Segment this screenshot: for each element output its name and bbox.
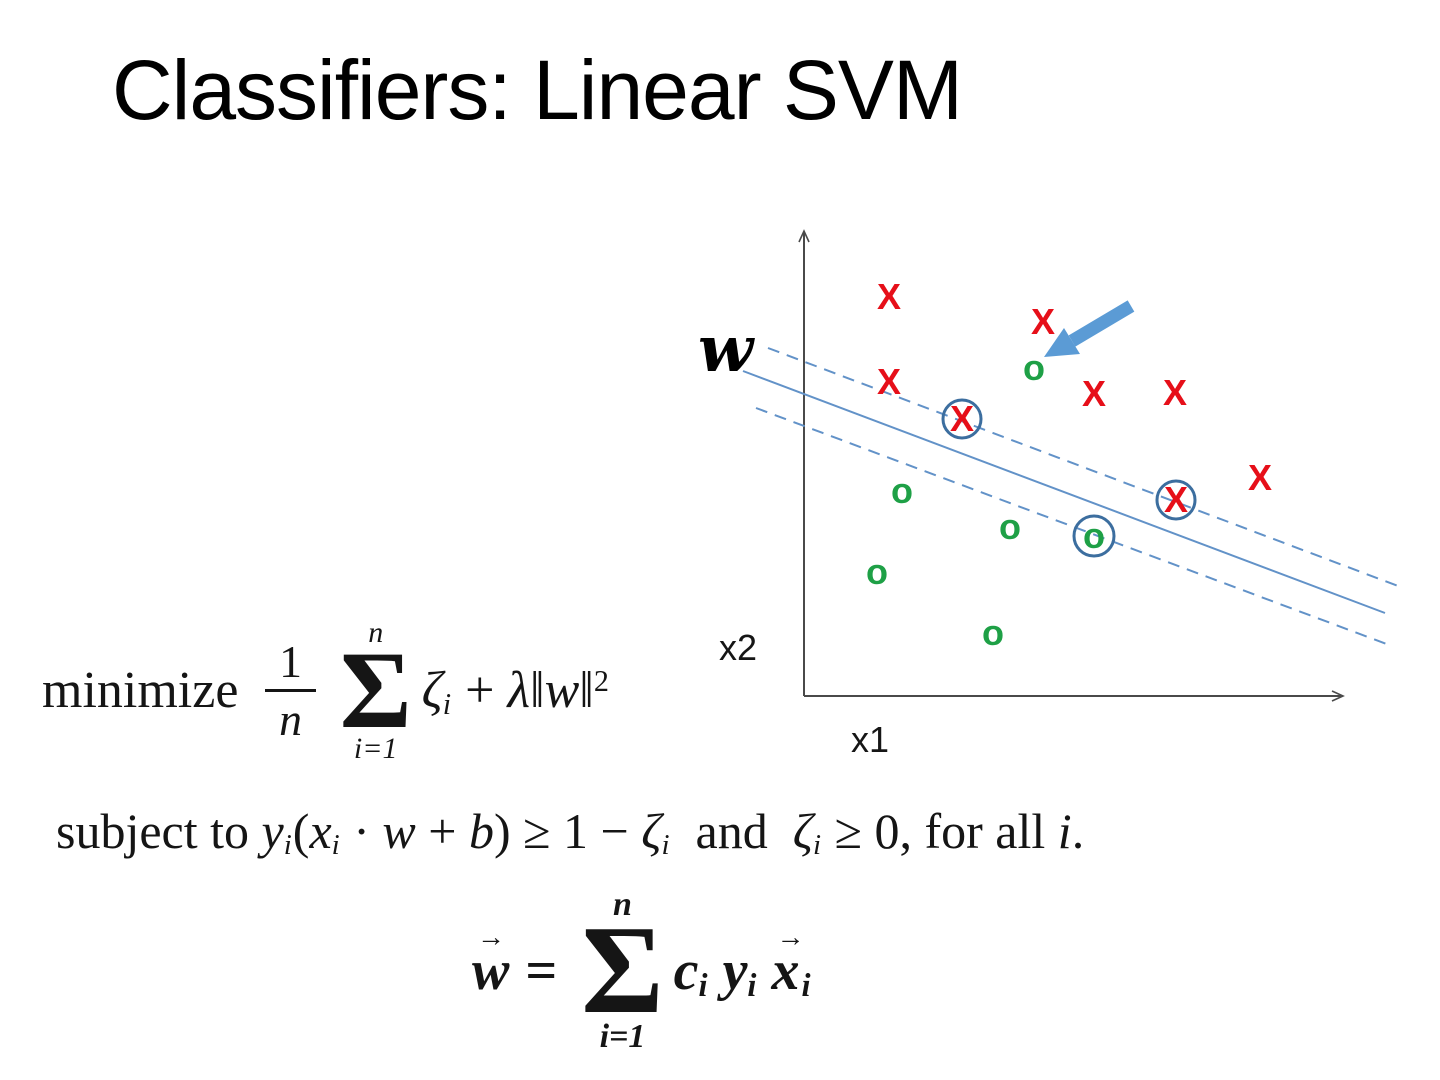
math-token: → x bbox=[771, 922, 805, 1003]
math-token: . bbox=[1071, 803, 1085, 859]
math-token: ≥ 0, for all bbox=[822, 803, 1058, 859]
weight-terms: ci yi → xi bbox=[673, 922, 812, 1005]
math-token: x bbox=[309, 803, 332, 859]
math-token: y bbox=[722, 940, 748, 1003]
math-token: = bbox=[511, 940, 572, 1003]
margin-lower bbox=[755, 407, 1393, 647]
slide-title: Classifiers: Linear SVM bbox=[112, 43, 963, 137]
data-point-positive: X bbox=[876, 276, 902, 317]
weight-vector-formula: → w = n Σ i=1 ci yi → xi bbox=[472, 888, 811, 1054]
math-token: ζ bbox=[792, 803, 813, 859]
support-vector-circle bbox=[1072, 514, 1116, 558]
math-token: subject to bbox=[56, 803, 262, 859]
math-token: and bbox=[670, 803, 793, 859]
math-token: i bbox=[331, 829, 340, 862]
constraint-formula: subject to yi(xi · w + b) ≥ 1 − ζi and ζ… bbox=[56, 802, 1085, 862]
data-point-positive: X bbox=[1081, 373, 1107, 414]
slack-arrow-head-icon bbox=[1044, 328, 1080, 357]
data-point-positive: X bbox=[949, 398, 975, 439]
data-point-negative: o bbox=[999, 506, 1021, 547]
sum-upper-limit: n bbox=[613, 886, 632, 923]
vector-arrow-icon: → bbox=[776, 922, 805, 954]
math-token: i bbox=[813, 829, 822, 862]
math-token: i bbox=[283, 829, 292, 862]
math-token bbox=[709, 940, 723, 1002]
objective-formula: minimize 1 n n Σ i=1 ζi + λ‖w‖2 bbox=[42, 618, 609, 764]
data-point-negative: o bbox=[1023, 347, 1045, 388]
x-axis-label: x1 bbox=[851, 719, 890, 760]
support-vector-circle bbox=[1155, 479, 1197, 521]
data-point-positive: X bbox=[1247, 457, 1273, 498]
summation-symbol: n Σ i=1 bbox=[581, 888, 663, 1054]
support-vector-circle bbox=[941, 398, 983, 440]
math-token: + bbox=[452, 662, 508, 720]
sum-upper-limit: n bbox=[368, 616, 384, 649]
data-point-positive: X bbox=[1030, 301, 1056, 342]
math-token: ( bbox=[292, 803, 310, 859]
math-token: y bbox=[261, 803, 284, 859]
vector-arrow-icon: → bbox=[477, 922, 506, 954]
summation-symbol: n Σ i=1 bbox=[340, 618, 412, 764]
data-point-positive: X bbox=[876, 361, 902, 402]
math-token: ζ bbox=[641, 803, 662, 859]
math-token: ‖ bbox=[579, 662, 594, 720]
data-point-negative: o bbox=[1083, 515, 1105, 556]
math-token: ζ bbox=[421, 662, 443, 720]
data-point-negative: o bbox=[866, 551, 888, 592]
math-token: i bbox=[1057, 803, 1072, 859]
math-token: i bbox=[801, 968, 811, 1005]
sigma-glyph: Σ bbox=[581, 901, 664, 1040]
fraction-denominator: n bbox=[279, 694, 302, 746]
sum-lower-limit: i=1 bbox=[353, 731, 398, 765]
slack-arrow-shaft bbox=[1068, 300, 1135, 347]
data-point-positive: X bbox=[1163, 479, 1189, 520]
objective-terms: ζi + λ‖w‖2 bbox=[421, 661, 609, 722]
math-token: i bbox=[661, 829, 670, 862]
fraction-numerator: 1 bbox=[279, 635, 302, 687]
math-token: i bbox=[747, 968, 757, 1005]
margin-upper bbox=[767, 347, 1399, 587]
math-token bbox=[757, 940, 771, 1002]
data-point-negative: o bbox=[891, 470, 913, 511]
math-token: ) ≥ 1 − bbox=[493, 803, 642, 859]
math-token: w bbox=[544, 662, 580, 720]
math-token: λ bbox=[507, 662, 530, 720]
one-over-n-fraction: 1 n bbox=[265, 635, 316, 746]
fraction-bar bbox=[265, 689, 316, 693]
math-token: i bbox=[698, 968, 708, 1005]
weight-lhs: → w = bbox=[472, 922, 572, 1003]
math-token: b bbox=[468, 803, 494, 859]
data-point-positive: X bbox=[1162, 372, 1188, 413]
math-token: → w bbox=[472, 922, 510, 1003]
math-token: ‖ bbox=[529, 662, 545, 720]
math-token: + bbox=[415, 803, 469, 859]
sum-lower-limit: i=1 bbox=[599, 1018, 646, 1056]
minimize-word: minimize bbox=[42, 662, 252, 720]
math-token: w bbox=[382, 803, 416, 859]
decision-boundary bbox=[742, 370, 1386, 614]
sigma-glyph: Σ bbox=[339, 629, 412, 751]
weight-vector-label: w bbox=[698, 312, 754, 387]
math-token: · bbox=[340, 803, 383, 859]
math-token: c bbox=[673, 940, 699, 1003]
math-token: 2 bbox=[593, 663, 609, 698]
math-token: i bbox=[442, 687, 452, 722]
y-axis-label: x2 bbox=[719, 627, 758, 668]
data-point-negative: o bbox=[982, 612, 1004, 653]
